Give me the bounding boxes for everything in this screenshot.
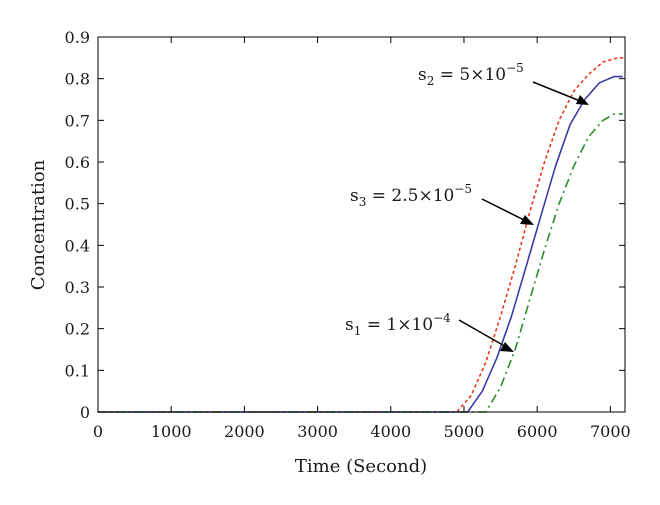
series-line-2 bbox=[98, 113, 623, 413]
y-tick-label-6: 0.6 bbox=[65, 153, 90, 172]
y-tick-label-9: 0.9 bbox=[65, 28, 90, 47]
y-tick-label-8: 0.8 bbox=[65, 70, 90, 89]
x-tick-label-3: 3000 bbox=[297, 422, 338, 441]
series-line-1 bbox=[98, 75, 623, 413]
x-tick-label-0: 0 bbox=[93, 422, 103, 441]
annotation-s1: s1 = 1×10−4 bbox=[345, 311, 451, 338]
y-tick-label-7: 0.7 bbox=[65, 111, 90, 130]
annotation-s1-sup: −4 bbox=[433, 311, 451, 325]
annotation-s1-arrowhead bbox=[500, 342, 514, 352]
annotation-s1-name: s bbox=[345, 315, 354, 335]
annotation-s3-sub: 3 bbox=[359, 195, 367, 209]
annotation-s3-arrow bbox=[481, 198, 529, 223]
annotation-s2-sub: 2 bbox=[427, 74, 435, 88]
annotation-s1-arrow bbox=[458, 319, 509, 349]
y-tick-label-3: 0.3 bbox=[65, 278, 90, 297]
annotation-s3-sup: −5 bbox=[454, 182, 472, 196]
y-axis-label: Concentration bbox=[28, 159, 49, 290]
annotation-s2-arrow bbox=[532, 81, 586, 104]
x-tick-label-7: 7000 bbox=[590, 422, 631, 441]
x-tick-label-2: 2000 bbox=[224, 422, 265, 441]
annotation-s3-eq: = 2.5×10 bbox=[366, 186, 454, 206]
x-axis-label: Time (Second) bbox=[295, 456, 427, 477]
annotation-s2-sup: −5 bbox=[506, 61, 524, 75]
annotation-s2-name: s bbox=[418, 65, 427, 85]
y-tick-label-5: 0.5 bbox=[65, 195, 90, 214]
annotation-s3-name: s bbox=[350, 186, 359, 206]
x-tick-label-4: 4000 bbox=[370, 422, 411, 441]
annotation-s2-arrowhead bbox=[576, 95, 589, 105]
y-tick-label-2: 0.2 bbox=[65, 320, 90, 339]
plot-frame bbox=[97, 36, 626, 413]
tick-layer: 0 1000 2000 3000 4000 5000 6000 7000 0 0.1 0.2 0.3 0… bbox=[65, 28, 631, 441]
annotation-s2-eq: = 5×10 bbox=[434, 65, 506, 85]
annotation-s1-sub: 1 bbox=[354, 324, 362, 338]
annotation-s2: s2 = 5×10−5 bbox=[418, 61, 524, 88]
y-tick-label-1: 0.1 bbox=[65, 361, 90, 380]
y-tick-label-0: 0 bbox=[80, 403, 90, 422]
annotation-s3: s3 = 2.5×10−5 bbox=[350, 182, 472, 209]
series-layer bbox=[97, 56, 624, 413]
x-tick-label-5: 5000 bbox=[444, 422, 485, 441]
annotation-s3-arrowhead bbox=[520, 215, 534, 225]
x-tick-label-6: 6000 bbox=[517, 422, 558, 441]
annotation-s1-eq: = 1×10 bbox=[361, 315, 433, 335]
y-tick-label-4: 0.4 bbox=[65, 236, 90, 255]
x-tick-label-1: 1000 bbox=[151, 422, 192, 441]
series-line-0 bbox=[97, 56, 624, 413]
